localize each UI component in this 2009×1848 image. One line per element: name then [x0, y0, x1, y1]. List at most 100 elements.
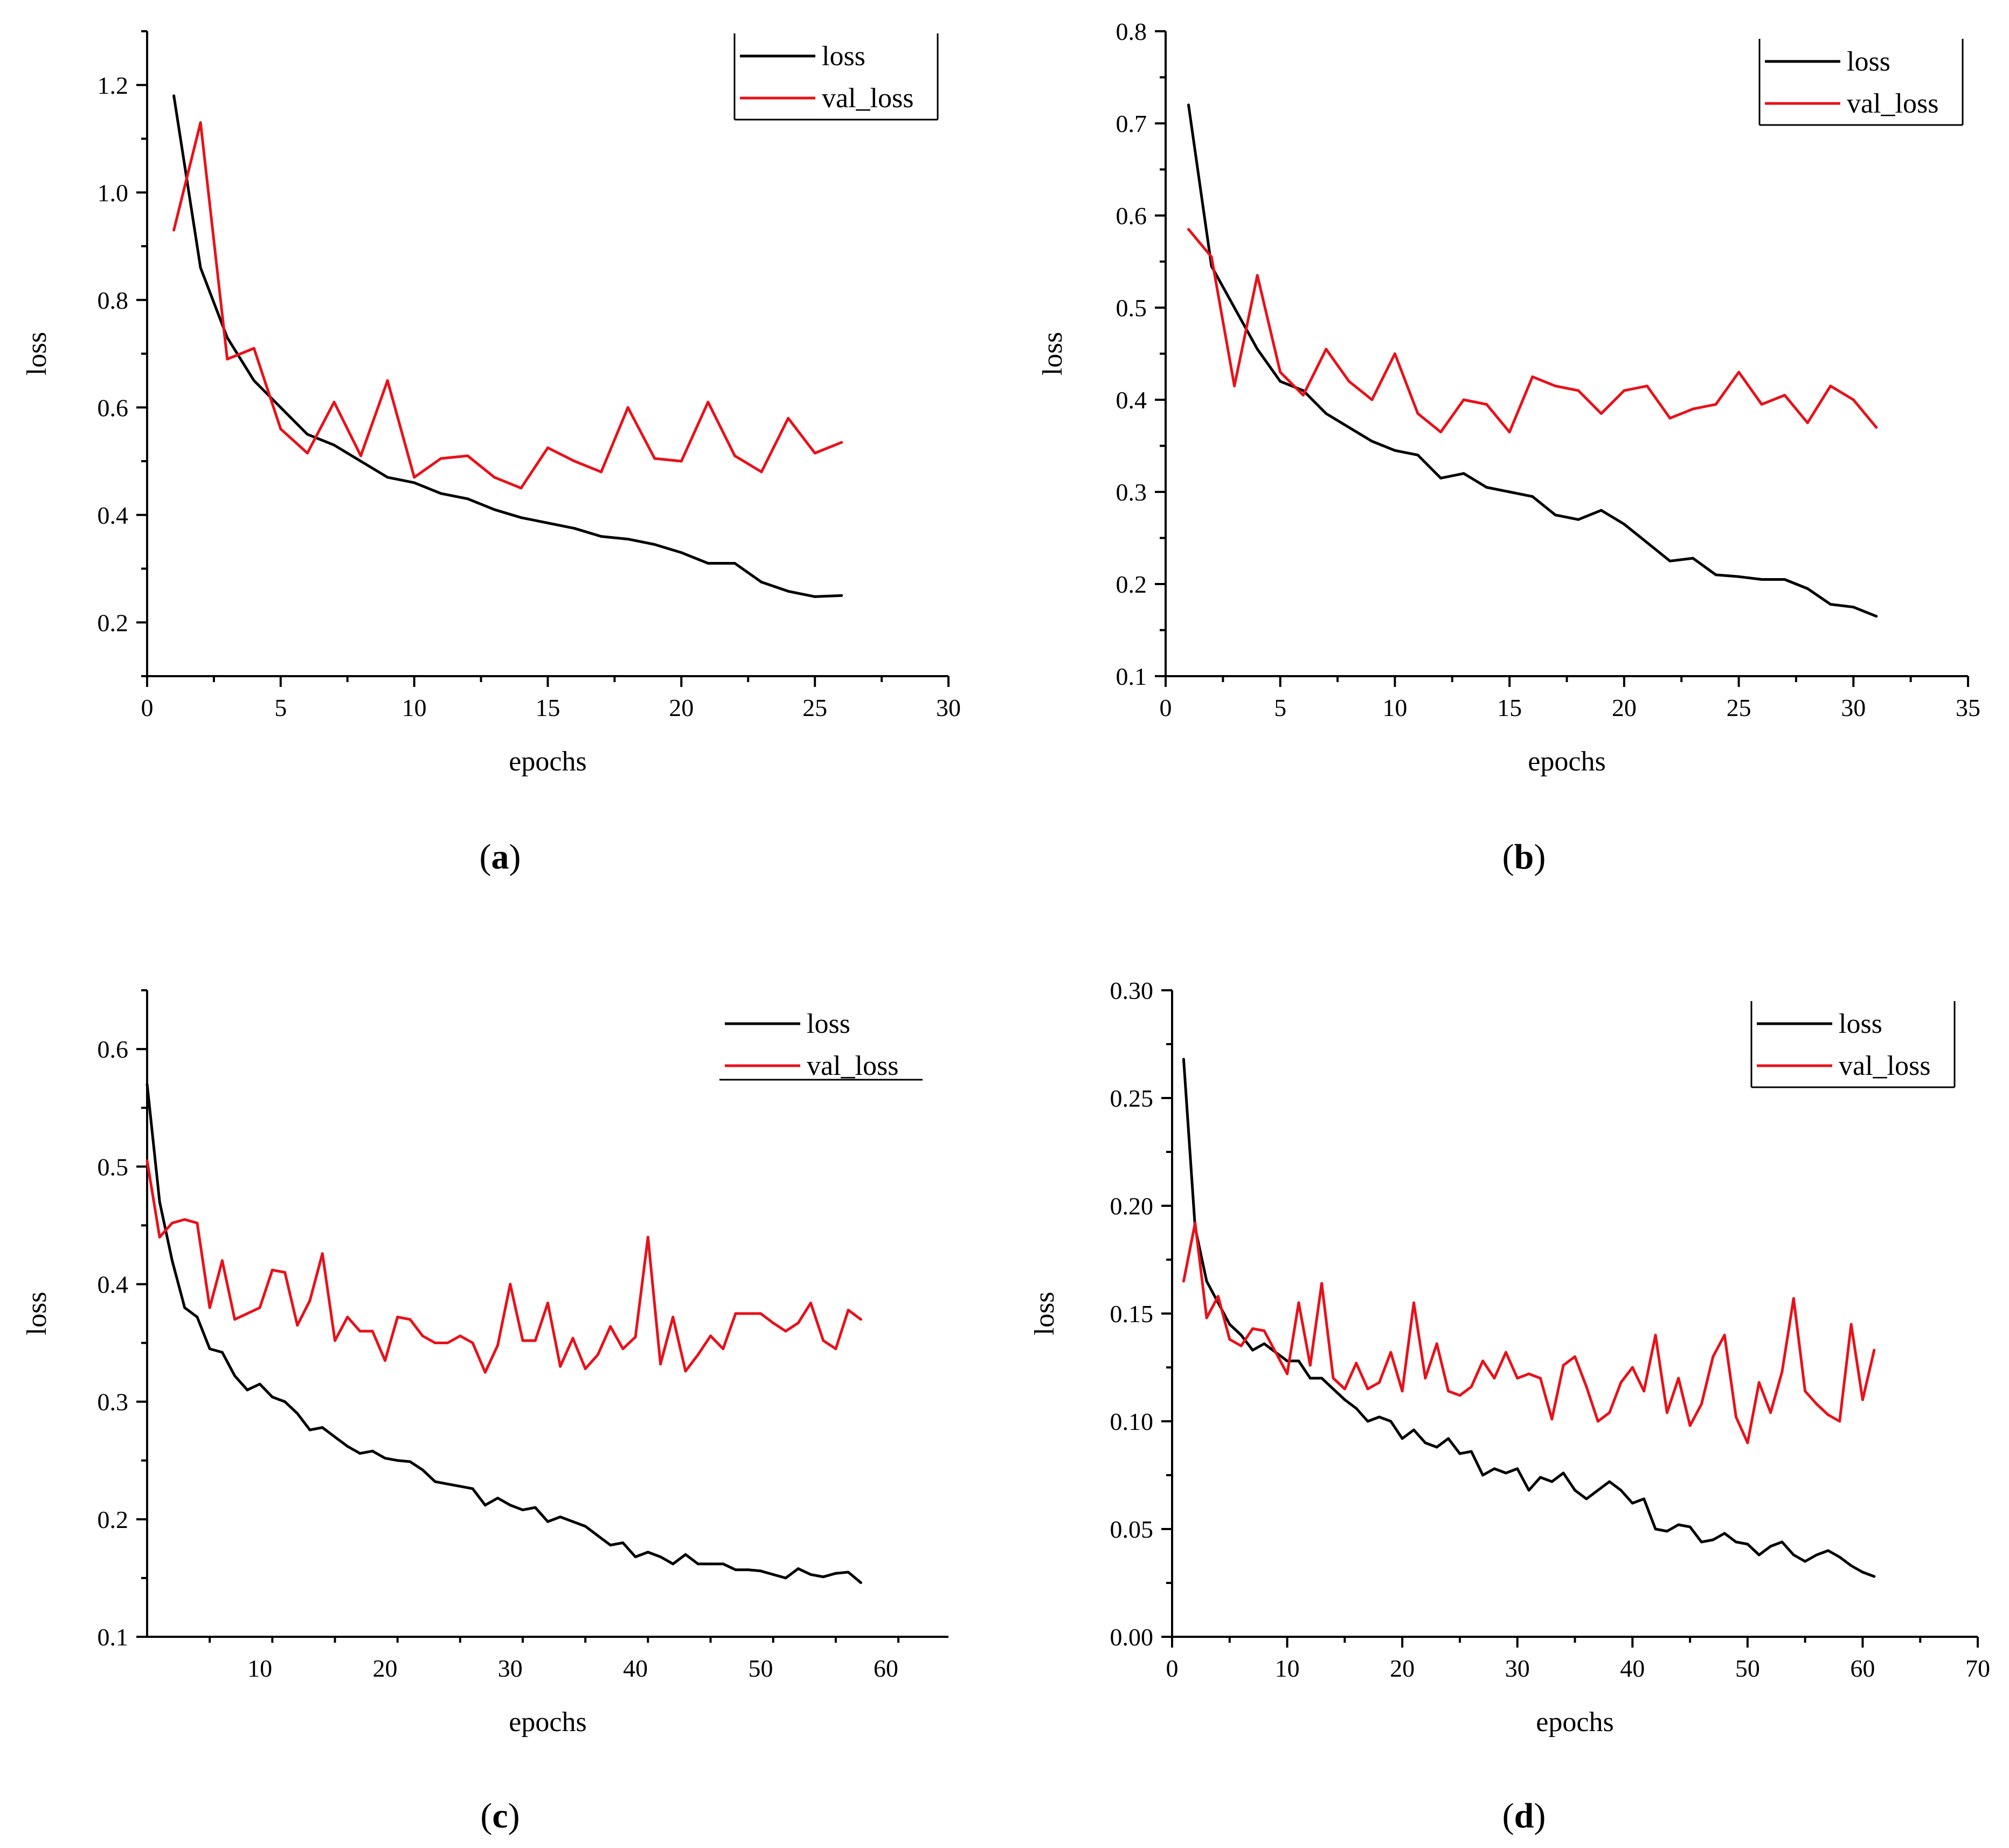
data-point-loss — [1838, 1555, 1841, 1559]
data-point-loss — [519, 516, 523, 519]
panel-caption-paren: ( — [1502, 837, 1514, 877]
data-point-loss — [813, 595, 816, 598]
x-tick-label: 10 — [402, 694, 427, 721]
data-point-val_loss — [396, 1316, 399, 1318]
legend-label-val_loss: val_loss — [822, 83, 913, 114]
data-point-loss — [1645, 541, 1648, 544]
data-point-loss — [796, 1567, 800, 1570]
data-point-val_loss — [600, 470, 603, 474]
data-point-val_loss — [1757, 1381, 1761, 1384]
data-point-val_loss — [413, 476, 416, 479]
series-line-val_loss — [172, 121, 842, 490]
data-point-val_loss — [1485, 403, 1488, 406]
data-point-loss — [413, 481, 416, 484]
x-tick-label: 50 — [1735, 1655, 1760, 1682]
data-point-val_loss — [1668, 416, 1672, 420]
data-point-loss — [371, 1449, 374, 1453]
data-point-loss — [1332, 1387, 1335, 1391]
legend: loss val_loss — [1758, 39, 1964, 126]
data-point-loss — [1737, 575, 1741, 578]
data-point-val_loss — [1320, 1282, 1324, 1285]
legend: loss val_loss — [1750, 1001, 1956, 1088]
data-point-loss — [626, 538, 629, 541]
data-point-loss — [471, 1487, 474, 1490]
x-tick-label: 30 — [498, 1655, 523, 1682]
data-point-loss — [199, 266, 202, 269]
data-point-val_loss — [146, 1159, 149, 1162]
data-point-val_loss — [684, 1370, 687, 1373]
data-point-loss — [859, 1581, 862, 1585]
data-point-val_loss — [1873, 1349, 1876, 1352]
data-point-loss — [1355, 1407, 1358, 1410]
y-tick-label: 0.5 — [98, 1153, 129, 1180]
panel-caption-paren: ) — [509, 837, 521, 877]
data-point-loss — [1308, 1377, 1312, 1380]
x-tick-label: 40 — [1620, 1655, 1645, 1682]
data-point-val_loss — [626, 406, 629, 409]
data-point-val_loss — [1654, 1333, 1657, 1337]
data-point-loss — [1757, 1553, 1761, 1557]
data-point-val_loss — [1458, 1394, 1461, 1397]
data-point-val_loss — [279, 427, 282, 430]
series-line-val_loss — [1187, 228, 1878, 434]
y-tick-label: 0.25 — [1110, 1085, 1154, 1112]
data-point-loss — [1377, 1415, 1381, 1419]
data-point-val_loss — [834, 1347, 837, 1350]
y-tick-label: 0.6 — [98, 394, 129, 421]
data-point-val_loss — [471, 1342, 474, 1344]
data-point-loss — [1875, 615, 1878, 618]
data-point-val_loss — [709, 1335, 712, 1337]
x-tick-label: 20 — [1612, 694, 1637, 721]
data-point-loss — [1712, 1538, 1715, 1541]
data-point-val_loss — [421, 1335, 424, 1337]
data-point-loss — [1619, 1489, 1623, 1492]
x-tick-label: 30 — [936, 694, 961, 721]
data-point-val_loss — [546, 446, 549, 449]
panel-caption-letter: b — [1514, 837, 1534, 877]
data-point-val_loss — [671, 1316, 675, 1318]
data-point-loss — [1631, 1502, 1634, 1505]
data-point-loss — [1187, 103, 1190, 107]
data-point-val_loss — [1769, 1411, 1772, 1414]
data-point-loss — [847, 1571, 850, 1574]
data-point-loss — [1735, 1540, 1737, 1544]
data-point-val_loss — [1187, 228, 1190, 231]
data-point-val_loss — [371, 1330, 374, 1333]
data-point-loss — [1182, 1058, 1185, 1061]
data-point-loss — [1439, 476, 1442, 480]
data-point-val_loss — [1297, 1301, 1300, 1304]
data-point-loss — [358, 1452, 362, 1455]
data-point-loss — [1458, 1452, 1461, 1455]
data-point-val_loss — [172, 228, 176, 232]
data-point-loss — [1596, 1489, 1599, 1492]
data-point-loss — [408, 1460, 412, 1463]
data-point-loss — [233, 1374, 237, 1378]
data-point-loss — [308, 1428, 311, 1432]
data-point-loss — [306, 433, 309, 436]
chart-panel-a: 0 5 10 15 20 25 30 0.2 0.4 0.6 0.8 1.0 1.2 epochs loss… — [22, 30, 961, 877]
data-point-loss — [1233, 306, 1236, 309]
data-point-loss — [1783, 578, 1786, 581]
data-point-val_loss — [509, 1283, 512, 1286]
data-point-loss — [493, 508, 496, 511]
data-point-loss — [1804, 1560, 1807, 1563]
data-point-val_loss — [1182, 1280, 1185, 1283]
legend-label-loss: loss — [807, 1009, 850, 1039]
data-point-loss — [573, 527, 576, 530]
data-point-val_loss — [1401, 1390, 1404, 1393]
data-point-loss — [1424, 1441, 1427, 1444]
data-point-val_loss — [1783, 394, 1786, 397]
y-tick-label: 0.4 — [1116, 386, 1147, 414]
panel-caption-paren: ( — [1502, 1796, 1514, 1836]
data-point-loss — [226, 336, 229, 339]
data-point-loss — [1714, 573, 1717, 576]
data-point-loss — [759, 1569, 762, 1573]
y-tick-label: 0.4 — [98, 1270, 129, 1298]
panel-caption-paren: ( — [480, 1796, 492, 1836]
data-point-val_loss — [199, 121, 202, 124]
data-point-loss — [559, 1516, 562, 1518]
data-point-val_loss — [546, 1301, 549, 1304]
data-point-val_loss — [609, 1325, 612, 1328]
data-point-val_loss — [1516, 1377, 1519, 1380]
